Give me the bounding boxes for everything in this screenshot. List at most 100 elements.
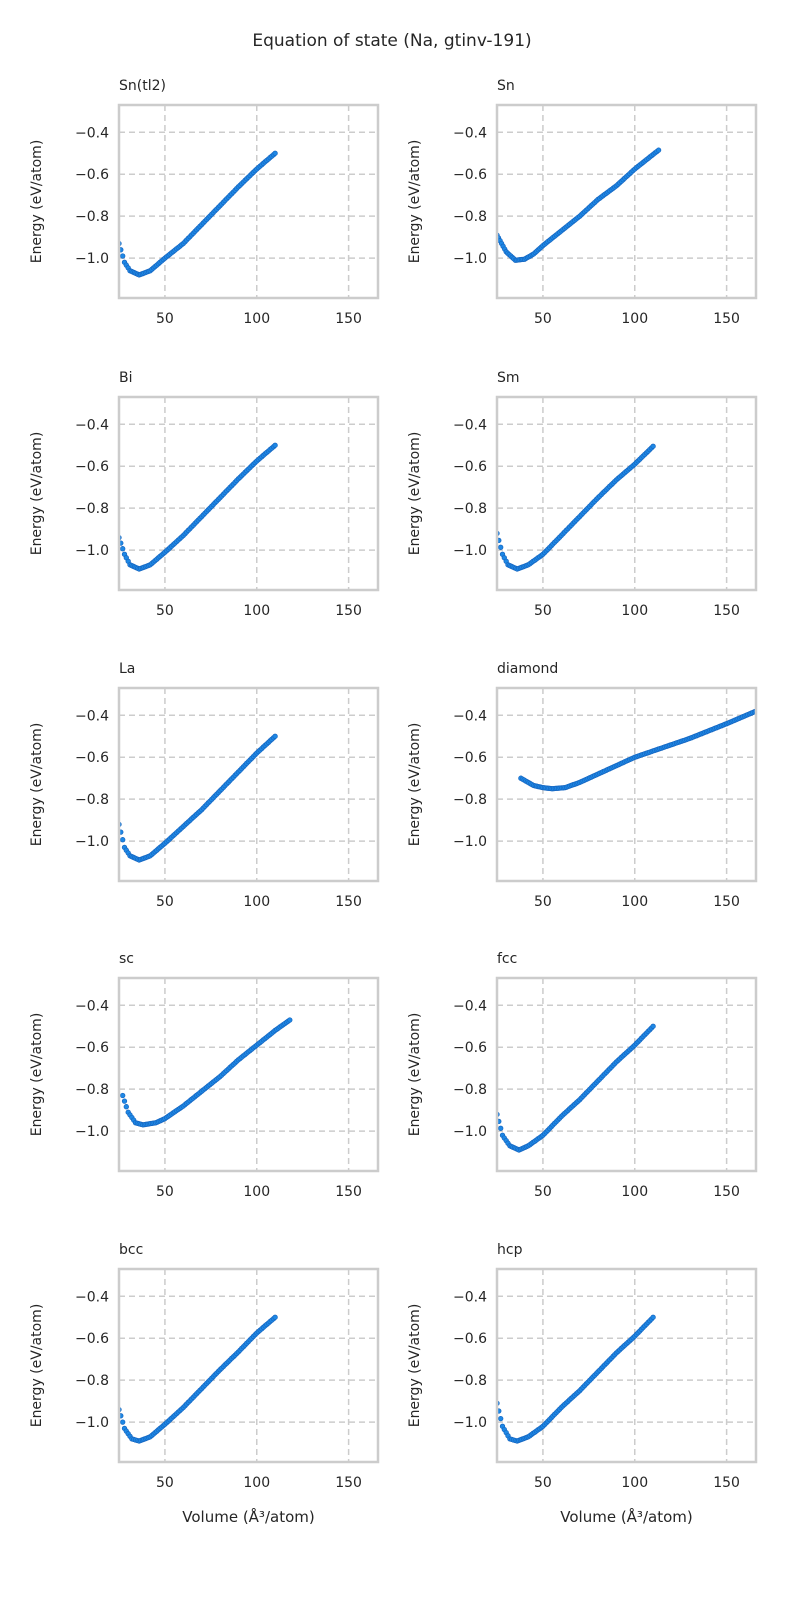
y-tick-label: −0.4 (75, 1289, 109, 1305)
y-tick-label: −0.6 (453, 1331, 487, 1347)
x-tick-label: 150 (713, 894, 740, 910)
axes-frame (117, 395, 380, 592)
y-tick-label: −0.6 (75, 167, 109, 183)
data-point (498, 1125, 504, 1131)
subplot-hcp: 50 100 150 −0.4 −0.6 −0.8 −1.0 hcp Energy (eV/at… (407, 1242, 758, 1526)
y-tick-label: −0.6 (75, 750, 109, 766)
y-tick-label: −0.4 (75, 998, 109, 1014)
y-tick-label: −1.0 (453, 251, 487, 267)
y-tick-label: −1.0 (75, 1124, 109, 1140)
data-point (272, 733, 278, 739)
subplot-diamond: 50 100 150 −0.4 −0.6 −0.8 −1.0 diamond Energy (e… (407, 661, 758, 910)
subplot-sn: 50 100 150 −0.4 −0.6 −0.8 −1.0 Sn Energy (eV/ato… (407, 78, 758, 327)
x-axis-label: Volume (Å³/atom) (182, 1507, 314, 1526)
x-tick-label: 50 (156, 1475, 174, 1491)
y-axis-label: Energy (eV/atom) (29, 432, 45, 556)
x-tick-label: 100 (621, 1184, 648, 1200)
data-points (120, 1017, 293, 1128)
y-tick-label: −0.4 (453, 998, 487, 1014)
subplot-fcc: 50 100 150 −0.4 −0.6 −0.8 −1.0 fcc Energy (eV/at… (407, 951, 758, 1200)
data-points (497, 443, 656, 572)
data-point (272, 442, 278, 448)
y-tick-label: −0.8 (453, 501, 487, 517)
x-tick-label: 150 (713, 1184, 740, 1200)
subplot-title: fcc (497, 951, 517, 967)
data-points (119, 1314, 278, 1444)
x-tick-label: 150 (335, 894, 362, 910)
data-point (650, 1314, 656, 1320)
data-point (123, 1104, 129, 1110)
data-point (120, 253, 126, 259)
figure-title: Equation of state (Na, gtinv-191) (252, 31, 531, 51)
subplot-sn-tl2-: 50 100 150 −0.4 −0.6 −0.8 −1.0 Sn(tl2) Energy (e… (29, 78, 380, 327)
x-tick-label: 100 (243, 1184, 270, 1200)
subplot-sc: 50 100 150 −0.4 −0.6 −0.8 −1.0 sc Energy (eV/ato… (29, 951, 380, 1200)
x-tick-label: 100 (243, 894, 270, 910)
x-tick-label: 50 (156, 1184, 174, 1200)
y-tick-label: −1.0 (453, 834, 487, 850)
subplot-title: sc (119, 951, 134, 967)
x-tick-label: 150 (713, 1475, 740, 1491)
x-tick-label: 50 (534, 894, 552, 910)
x-tick-label: 50 (156, 311, 174, 327)
y-tick-label: −0.6 (453, 750, 487, 766)
axes-frame (117, 103, 380, 300)
y-tick-label: −1.0 (75, 1415, 109, 1431)
data-point (655, 147, 662, 153)
y-tick-label: −1.0 (453, 543, 487, 559)
y-tick-label: −1.0 (75, 834, 109, 850)
y-axis-label: Energy (eV/atom) (407, 723, 423, 847)
x-tick-label: 50 (534, 311, 552, 327)
y-tick-label: −0.6 (75, 1040, 109, 1056)
x-tick-label: 50 (534, 1475, 552, 1491)
y-tick-label: −0.4 (453, 125, 487, 141)
data-point (120, 1092, 126, 1099)
subplot-sm: 50 100 150 −0.4 −0.6 −0.8 −1.0 Sm Energy (eV/ato… (407, 370, 758, 619)
data-point (121, 1098, 128, 1104)
subplot-title: Sn (497, 78, 515, 94)
x-tick-label: 50 (156, 603, 174, 619)
axes-frame (495, 976, 758, 1173)
y-tick-label: −0.8 (75, 792, 109, 808)
data-point (120, 546, 126, 552)
y-tick-label: −0.6 (453, 167, 487, 183)
x-tick-label: 100 (621, 1475, 648, 1491)
x-tick-label: 150 (335, 603, 362, 619)
y-tick-label: −0.4 (75, 417, 109, 433)
y-axis-label: Energy (eV/atom) (407, 1013, 423, 1137)
y-tick-label: −1.0 (75, 251, 109, 267)
subplot-la: 50 100 150 −0.4 −0.6 −0.8 −1.0 La Energy (eV/ato… (29, 661, 380, 910)
y-tick-label: −0.6 (453, 1040, 487, 1056)
y-axis-label: Energy (eV/atom) (29, 1304, 45, 1428)
data-point (120, 1419, 126, 1425)
data-point (120, 837, 126, 843)
y-axis-label: Energy (eV/atom) (29, 723, 45, 847)
x-axis-label: Volume (Å³/atom) (560, 1507, 692, 1526)
x-tick-label: 100 (621, 603, 648, 619)
data-points (119, 442, 278, 572)
x-tick-label: 150 (335, 1184, 362, 1200)
x-tick-label: 50 (534, 1184, 552, 1200)
data-point (498, 1415, 504, 1422)
data-point (650, 1023, 656, 1029)
data-points (497, 1314, 656, 1444)
x-tick-label: 100 (243, 1475, 270, 1491)
x-tick-label: 50 (156, 894, 174, 910)
axes-frame (117, 1267, 380, 1464)
y-tick-label: −0.8 (453, 1082, 487, 1098)
y-tick-label: −0.4 (453, 1289, 487, 1305)
subplot-title: La (119, 661, 135, 677)
y-tick-label: −0.4 (75, 708, 109, 724)
subplot-title: Sn(tl2) (119, 78, 166, 94)
y-tick-label: −0.4 (75, 125, 109, 141)
x-tick-label: 150 (335, 1475, 362, 1491)
axes-frame (495, 395, 758, 592)
data-point (287, 1017, 293, 1023)
data-points (119, 733, 278, 863)
subplot-title: diamond (497, 661, 558, 677)
y-axis-label: Energy (eV/atom) (407, 432, 423, 556)
subplot-title: Bi (119, 370, 133, 386)
subplot-bcc: 50 100 150 −0.4 −0.6 −0.8 −1.0 bcc Energy (eV/at… (29, 1242, 380, 1526)
data-points (119, 150, 278, 278)
